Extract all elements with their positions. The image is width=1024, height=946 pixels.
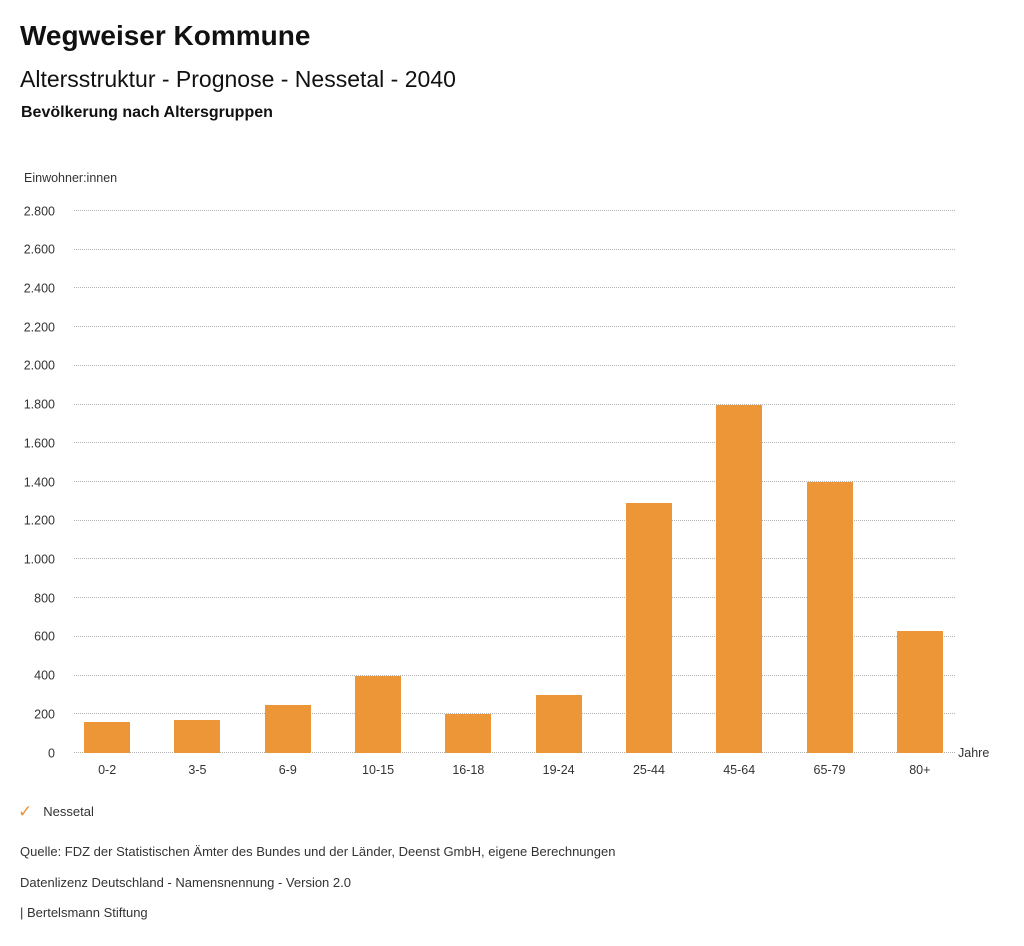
bar-slot [513,211,603,753]
y-axis-title: Einwohner:innen [24,171,118,185]
gridline [74,752,955,753]
bar-0-2[interactable] [84,722,131,753]
y-tick-label: 2.600 [23,242,55,257]
check-icon: ✓ [18,802,33,821]
y-tick-label: 1.800 [23,397,55,412]
gridline [74,326,955,328]
y-tick-label: 1.400 [23,474,55,489]
gridline [74,713,955,715]
x-tick-label: 16-18 [452,763,485,777]
y-tick-label: 800 [34,590,55,605]
source-text: Quelle: FDZ der Statistischen Ämter des … [20,844,616,859]
x-tick-label: 19-24 [542,763,575,777]
bar-slot [62,211,152,753]
bar-25-44[interactable] [625,503,672,753]
x-tick-label: 6-9 [278,763,297,777]
bar-3-5[interactable] [174,720,221,753]
gridline [74,248,955,250]
bar-slot [423,211,513,753]
y-tick-label: 2.400 [23,281,55,296]
y-tick-label: 200 [34,707,55,722]
license-text: Datenlizenz Deutschland - Namensnennung … [20,875,351,890]
bar-slot [784,211,874,753]
bar-slot [875,211,965,753]
x-tick-label: 10-15 [362,763,395,777]
y-axis: 0 200 400 600 800 1.000 1.200 1.400 1.600 1.800 2.… [0,205,55,759]
gridline [74,558,955,560]
x-tick-label: 25-44 [632,763,665,777]
y-tick-label: 1.600 [23,436,55,451]
y-tick-label: 2.200 [23,319,55,334]
x-tick-label: 3-5 [188,763,207,777]
x-axis: 0-2 3-5 6-9 10-15 16-18 19-24 25-44 45-64 65-79 8… [62,763,965,777]
y-tick-label: 1.200 [23,513,55,528]
gridline [74,519,955,521]
bar-45-64[interactable] [716,404,763,753]
y-tick-label: 0 [48,745,55,760]
legend-label: Nessetal [43,804,94,819]
gridline [74,597,955,599]
gridline [74,364,955,366]
bar-slot [694,211,784,753]
chart-subtitle: Altersstruktur - Prognose - Nessetal - 2… [20,66,456,92]
y-tick-label: 600 [34,629,55,644]
gridline [74,442,955,444]
gridline [74,210,955,211]
bar-slot [243,211,333,753]
plot-area [62,210,965,753]
bar-6-9[interactable] [264,704,311,753]
attribution-text: | Bertelsmann Stiftung [20,905,148,920]
gridline [74,635,955,637]
bars-container [62,211,965,753]
gridline [74,287,955,289]
x-tick-label: 0-2 [98,763,117,777]
x-tick-label: 45-64 [723,763,756,777]
bar-80+[interactable] [896,631,943,753]
y-tick-label: 2.800 [23,203,55,218]
x-tick-label: 80+ [909,763,931,777]
bar-slot [333,211,423,753]
page-title: Wegweiser Kommune [20,20,311,51]
y-tick-label: 1.000 [23,552,55,567]
bar-slot [604,211,694,753]
y-tick-label: 400 [34,668,55,683]
x-tick-label: 65-79 [813,763,846,777]
x-axis-unit-label: Jahre [958,746,990,760]
bar-65-79[interactable] [806,482,853,753]
bar-10-15[interactable] [355,675,402,753]
gridline [74,403,955,405]
chart-heading: Bevölkerung nach Altersgruppen [21,104,273,121]
bar-19-24[interactable] [535,694,582,753]
y-tick-label: 2.000 [23,358,55,373]
bar-slot [152,211,242,753]
gridline [74,481,955,482]
legend-item-nessetal[interactable]: ✓ Nessetal [18,803,94,820]
bar-16-18[interactable] [445,714,492,753]
gridline [74,674,955,676]
